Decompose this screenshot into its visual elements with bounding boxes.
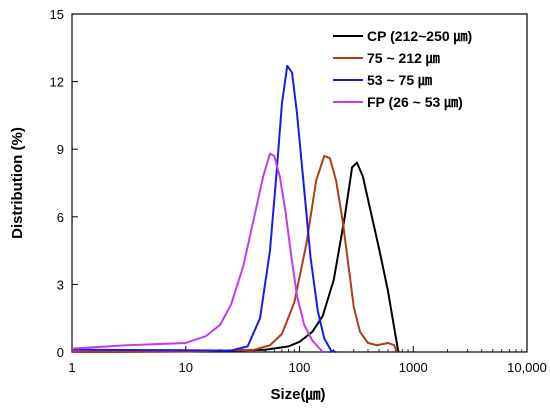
y-axis-title: Distribution (%) — [9, 127, 26, 239]
plot-frame — [71, 13, 528, 353]
legend-label: CP (212~250 ㎛) — [367, 28, 472, 46]
legend-label: FP (26 ~ 53 ㎛) — [367, 94, 463, 112]
y-tick-label: 6 — [57, 210, 64, 225]
series-line-1 — [71, 161, 400, 353]
y-tick-label: 3 — [57, 277, 64, 292]
x-axis-title: Size(㎛) — [270, 386, 325, 404]
x-tick-label: 1000 — [399, 360, 428, 375]
x-tick-label: 1 — [68, 360, 75, 375]
legend-label: 75 ~ 212 ㎛ — [367, 50, 440, 68]
legend: CP (212~250 ㎛) 75 ~ 212 ㎛ 53 ~ 75 ㎛ FP (26 … — [333, 28, 472, 112]
plot-border — [71, 13, 528, 353]
x-tick-label: 10 — [179, 360, 193, 375]
y-axis-ticks: 0 3 6 9 12 15 — [50, 7, 78, 360]
series-lines — [71, 64, 400, 353]
series-line-4 — [71, 152, 324, 353]
x-tick-label: 10,000 — [507, 360, 547, 375]
y-tick-label: 15 — [50, 7, 64, 22]
y-tick-label: 12 — [50, 75, 64, 90]
y-tick-label: 0 — [57, 345, 64, 360]
series-line-3 — [71, 64, 337, 353]
series-line-2 — [71, 154, 398, 353]
y-tick-label: 9 — [57, 142, 64, 157]
x-tick-label: 100 — [289, 360, 311, 375]
legend-label: 53 ~ 75 ㎛ — [367, 72, 432, 90]
